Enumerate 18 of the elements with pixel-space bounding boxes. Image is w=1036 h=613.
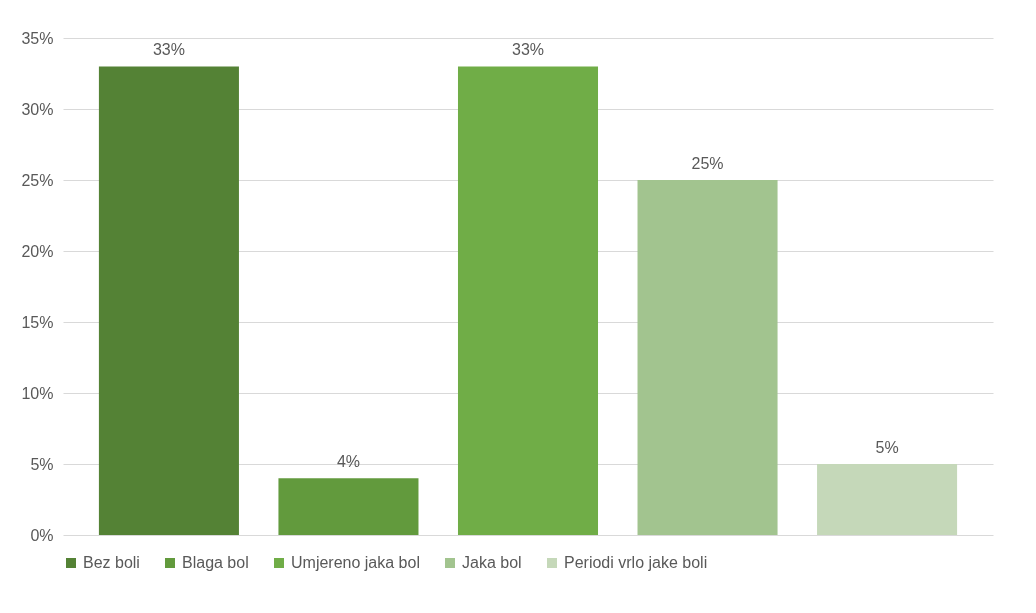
legend-label: Umjereno jaka bol xyxy=(291,554,420,571)
legend-label: Blaga bol xyxy=(182,554,249,571)
y-tick-label: 10% xyxy=(21,384,54,402)
y-tick-label: 0% xyxy=(30,526,54,544)
y-tick-label: 25% xyxy=(21,171,54,189)
data-label: 25% xyxy=(691,155,724,172)
legend-label: Bez boli xyxy=(83,554,140,571)
legend-label: Jaka bol xyxy=(462,554,522,571)
data-label: 33% xyxy=(511,41,545,59)
legend-label: Periodi vrlo jake boli xyxy=(564,554,708,571)
data-label: 33% xyxy=(152,41,185,59)
y-tick-label: 15% xyxy=(21,313,54,331)
y-tick-label: 20% xyxy=(21,242,54,260)
data-label: 4% xyxy=(336,453,361,471)
data-label: 5% xyxy=(875,439,899,456)
y-tick-label: 35% xyxy=(21,29,54,47)
y-tick-label: 30% xyxy=(21,100,54,118)
y-tick-label: 5% xyxy=(30,455,54,473)
